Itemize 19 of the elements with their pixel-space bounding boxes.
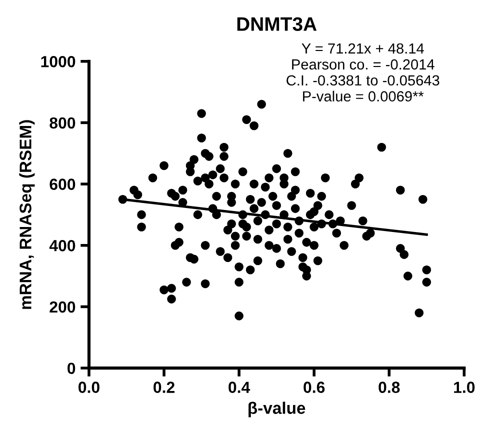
x-tick-label: 0.0 bbox=[78, 382, 100, 393]
y-tick-label: 1000 bbox=[41, 56, 76, 68]
x-tick-label: 0.8 bbox=[378, 382, 400, 393]
y-tick-label: 800 bbox=[50, 117, 76, 129]
x-tick-label: 0.6 bbox=[304, 382, 325, 393]
y-tick-label: 0 bbox=[68, 362, 76, 374]
x-axis-title: β-value bbox=[248, 402, 306, 418]
x-tick-label: 0.2 bbox=[154, 382, 174, 393]
x-tick-label: 0.4 bbox=[228, 382, 250, 393]
y-tick-label: 200 bbox=[50, 301, 76, 313]
y-tick-label: 400 bbox=[49, 240, 76, 252]
y-tick-label: 600 bbox=[50, 178, 76, 190]
annotation: P-value = 0.0069** bbox=[303, 90, 424, 102]
x-tick-label: 1.0 bbox=[454, 382, 475, 393]
text: Y = 71.21x + 48.14 bbox=[302, 43, 424, 54]
y-axis-title: mRNA, RNASeq (RSEM) bbox=[19, 120, 35, 309]
annotation: Pearson co. = -0.2014 bbox=[292, 59, 434, 70]
chart-title: DNMT3A bbox=[237, 17, 317, 32]
annotation: C.I. -0.3381 to -0.05643 bbox=[286, 75, 440, 86]
